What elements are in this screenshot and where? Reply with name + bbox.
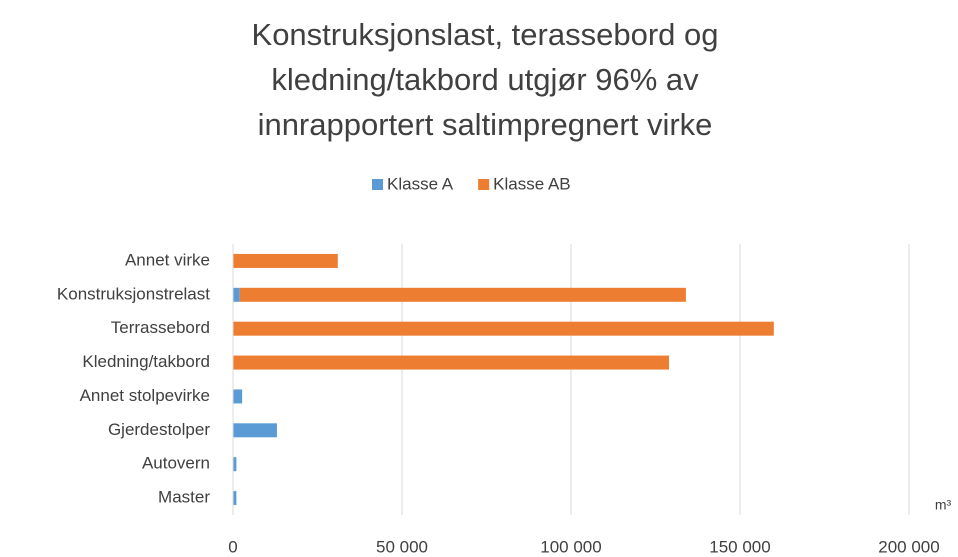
legend-swatch	[372, 179, 383, 190]
y-tick-label: Annet stolpevirke	[80, 386, 210, 405]
legend-label: Klasse A	[387, 174, 454, 193]
bar	[233, 389, 243, 404]
x-tick-label: 150 000	[709, 537, 770, 556]
x-axis-label: m³	[935, 497, 952, 513]
y-tick-label: Kledning/takbord	[82, 352, 210, 371]
bar	[239, 287, 686, 302]
bar	[233, 321, 774, 336]
x-tick-label: 100 000	[540, 537, 601, 556]
legend-label: Klasse AB	[493, 174, 571, 193]
legend-swatch	[478, 179, 490, 190]
x-tick-label: 200 000	[878, 537, 939, 556]
bar	[233, 423, 277, 438]
y-tick-label: Terrassebord	[111, 318, 210, 337]
y-tick-label: Gjerdestolper	[108, 420, 210, 439]
y-tick-label: Annet virke	[125, 250, 210, 269]
x-tick-label: 0	[228, 537, 237, 556]
y-tick-label: Konstruksjonstrelast	[57, 284, 210, 303]
bar	[233, 253, 338, 268]
chart-title: Konstruksjonslast, terassebord og kledni…	[251, 17, 719, 142]
x-tick-label: 50 000	[376, 537, 428, 556]
bar	[233, 287, 240, 302]
y-tick-label: Master	[158, 488, 210, 507]
bar	[233, 457, 237, 472]
bar	[233, 491, 237, 506]
bar	[233, 355, 670, 370]
y-tick-label: Autovern	[142, 454, 210, 473]
